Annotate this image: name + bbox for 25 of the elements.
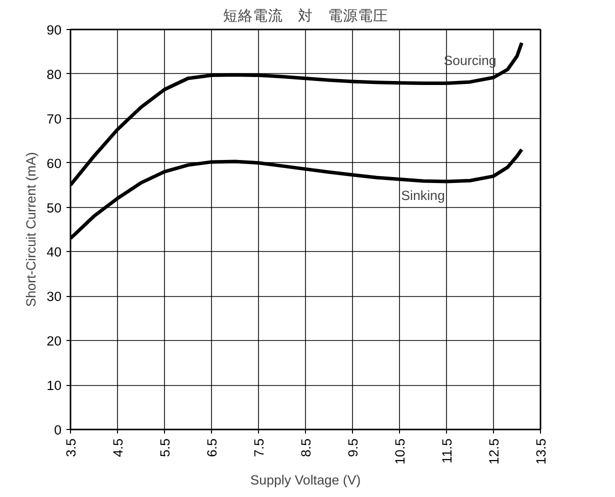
y-tick-label: 20 (46, 334, 62, 349)
x-tick-label: 6.5 (204, 438, 220, 458)
x-tick-label: 11.5 (440, 438, 454, 464)
x-tick-label: 8.5 (298, 438, 314, 458)
x-tick-label: 12.5 (486, 438, 502, 464)
x-tick-label: 5.5 (158, 438, 172, 458)
y-tick-label: 50 (46, 200, 62, 216)
y-tick-label: 90 (46, 22, 62, 38)
x-axis-title: Supply Voltage (V) (250, 472, 361, 488)
x-tick-label: 13.5 (534, 438, 548, 464)
y-tick-label: 10 (46, 378, 62, 394)
x-tick-label: 4.5 (110, 438, 126, 458)
y-tick-label: 40 (46, 244, 62, 260)
y-tick-label: 80 (46, 66, 62, 82)
chart-title: 短絡電流 対 電源電圧 (223, 8, 388, 24)
y-tick-label: 60 (46, 156, 62, 171)
x-tick-label: 9.5 (346, 438, 360, 458)
y-tick-label: 70 (46, 111, 62, 126)
y-tick-label: 30 (46, 289, 62, 304)
x-tick-label: 10.5 (392, 438, 408, 464)
x-tick-label: 7.5 (252, 438, 266, 458)
y-axis-title: Short-Circuit Current (mA) (24, 152, 39, 307)
x-tick-label: 3.5 (64, 438, 78, 458)
y-tick-label: 0 (54, 422, 62, 438)
series-label: Sinking (401, 188, 445, 204)
